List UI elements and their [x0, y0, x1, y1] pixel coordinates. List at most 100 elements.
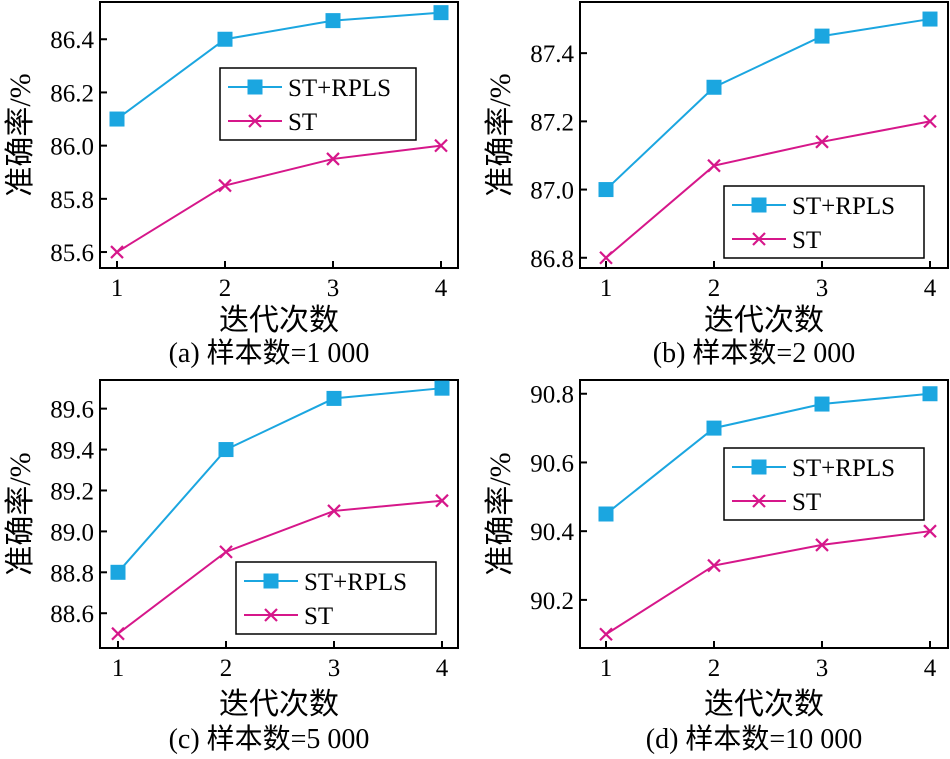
legend: ST+RPLS ST	[723, 185, 925, 259]
data-point-cross	[435, 493, 449, 508]
data-point-cross	[111, 626, 125, 641]
data-point-square	[922, 386, 938, 402]
cross-stroke	[599, 250, 613, 265]
legend-cross-icon	[752, 232, 766, 246]
y-axis-title: 准确率/%	[4, 452, 37, 575]
cross-stroke	[326, 152, 340, 166]
data-point-square	[325, 13, 341, 29]
data-point-square	[326, 390, 342, 406]
y-tick-label: 86.2	[50, 80, 94, 107]
chart-panel-4: 90.2 90.4 90.6 90.8 1 2 3 4 迭代次数 准确率/% (d) 样本数=10 …	[484, 379, 949, 755]
y-tick-label: 86.8	[530, 246, 574, 273]
chart-panel-2: 86.8 87.0 87.2 87.4 1 2 3 4 迭代次数 准确率/% (b) 样本数=2 0…	[484, 1, 949, 369]
legend: ST+RPLS ST	[235, 561, 437, 635]
cross-stroke	[707, 558, 721, 573]
data-point-square	[814, 28, 830, 44]
data-point-cross	[434, 138, 448, 153]
y-tick-label: 89.2	[50, 478, 94, 505]
legend-square-icon	[247, 79, 263, 95]
x-axis-title: 迭代次数	[219, 304, 339, 337]
cross-stroke	[111, 626, 125, 641]
y-tick-label: 88.8	[50, 560, 94, 587]
series-line-st-rpls	[605, 392, 931, 515]
cross-stroke	[219, 545, 233, 559]
legend-cross-icon	[248, 114, 262, 128]
series-line-st-rpls	[116, 11, 442, 120]
cross-stroke	[327, 504, 341, 518]
legend-square-icon	[751, 197, 767, 213]
y-tick-label: 90.4	[530, 519, 574, 546]
x-tick-label: 3	[328, 655, 341, 682]
cross-stroke	[923, 114, 937, 129]
legend-label: ST+RPLS	[288, 75, 391, 102]
legend-square-icon	[263, 573, 279, 589]
plot-frame	[579, 379, 949, 649]
cross-stroke	[752, 232, 766, 246]
plot-frame	[99, 379, 459, 649]
data-point-square	[217, 31, 233, 47]
chart-panel-1: 85.6 85.8 86.0 86.2 86.4 1 2 3 4 迭代次数 准确率/% (a) 样本数…	[4, 1, 459, 369]
data-point-cross	[815, 538, 829, 552]
data-point-cross	[219, 545, 233, 559]
data-point-cross	[923, 524, 937, 538]
y-tick-label: 89.6	[50, 397, 94, 424]
panel-caption: (c) 样本数=5 000	[169, 723, 370, 755]
legend-label: ST+RPLS	[792, 455, 895, 482]
cross-stroke	[435, 493, 449, 508]
y-axis-title: 准确率/%	[4, 73, 37, 196]
legend-cross-icon	[752, 494, 766, 508]
y-tick-label: 89.4	[50, 438, 94, 465]
legend-label: ST	[792, 489, 821, 516]
y-tick-label: 85.8	[50, 187, 94, 214]
data-point-square	[109, 111, 125, 127]
cross-stroke	[815, 135, 829, 149]
x-tick-label: 4	[924, 655, 937, 682]
y-tick-label: 86.4	[50, 27, 94, 54]
y-tick-label: 86.0	[50, 134, 94, 161]
x-tick-label: 1	[600, 655, 613, 682]
legend-label: ST	[288, 109, 317, 136]
legend-label: ST	[304, 603, 333, 630]
legend: ST+RPLS ST	[723, 447, 925, 521]
cross-stroke	[599, 627, 613, 642]
data-point-square	[218, 442, 234, 458]
series-line-st	[605, 530, 931, 636]
x-axis-title: 迭代次数	[704, 688, 824, 721]
cross-stroke	[264, 608, 278, 622]
panel-caption: (a) 样本数=1 000	[169, 337, 370, 369]
legend-label: ST+RPLS	[792, 193, 895, 220]
data-point-square	[706, 420, 722, 436]
cross-stroke	[110, 245, 124, 259]
x-tick-label: 1	[600, 275, 613, 302]
y-tick-label: 90.8	[530, 382, 574, 409]
plot-frame	[579, 1, 949, 269]
x-tick-label: 2	[708, 275, 721, 302]
series-line-st	[605, 120, 931, 259]
x-tick-label: 4	[924, 275, 937, 302]
series-line-st	[116, 144, 442, 253]
cross-stroke	[923, 524, 937, 538]
x-tick-label: 2	[708, 655, 721, 682]
x-axis-title: 迭代次数	[704, 304, 824, 337]
legend-cross-icon	[264, 608, 278, 622]
y-tick-label: 87.4	[530, 41, 574, 68]
data-point-square	[434, 380, 450, 396]
legend-label: ST	[792, 227, 821, 254]
y-tick-label: 90.6	[530, 450, 574, 477]
legend: ST+RPLS ST	[219, 67, 417, 141]
x-tick-label: 1	[112, 655, 125, 682]
y-tick-label: 90.2	[530, 588, 574, 615]
series-line-st	[117, 499, 443, 635]
data-point-square	[598, 182, 614, 198]
data-point-cross	[327, 504, 341, 518]
data-point-square	[814, 396, 830, 412]
data-point-square	[706, 79, 722, 95]
x-tick-label: 3	[816, 655, 829, 682]
plot-frame	[99, 1, 459, 269]
series-line-st-rpls	[117, 387, 443, 573]
data-point-cross	[599, 250, 613, 265]
series-line-st-rpls	[605, 18, 931, 191]
y-axis-title: 准确率/%	[484, 452, 517, 575]
cross-stroke	[752, 494, 766, 508]
